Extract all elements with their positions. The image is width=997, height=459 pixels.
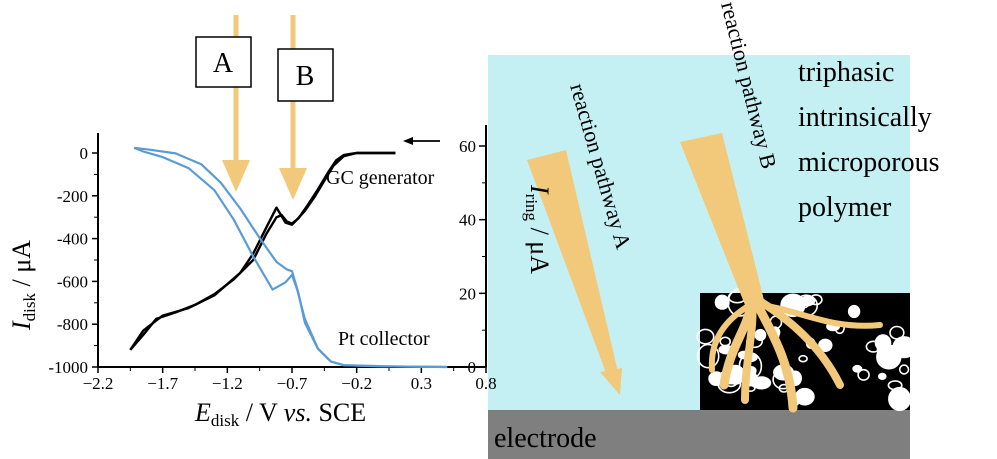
curves [129,146,448,369]
polymer-pore [888,386,912,412]
y-tick-label-left: -1000 [48,358,88,377]
x-axis-label: Edisk / V vs. SCE [194,398,366,430]
y-tick-label-left: -200 [57,187,88,206]
label-b: B [296,61,315,92]
polymer-pore [818,338,833,352]
y-axis-label-right: Iring / μA [522,184,554,274]
pathway-a-arrow [527,150,622,395]
y-tick-label-right: 60 [459,137,476,156]
polymer-label-line-3: microporous [798,147,940,178]
polymer-pore [847,304,861,319]
polymer-pore [800,295,816,307]
polymer-pore [696,328,715,345]
scan-direction-arrow [403,137,440,145]
polymer-pore [887,380,903,391]
y-tick-label-left: -400 [57,230,88,249]
x-tick-label: 0.3 [411,374,432,393]
x-tick-label: 0.8 [475,374,496,393]
series-label-gc-generator: GC generator [326,167,435,189]
y-tick-label-right: 40 [459,211,476,230]
voltammogram-chart: A B −2.2 −1.7 −1.2 −0.7 −0.2 0.3 0.80-200-400-… [7,15,554,430]
polymer-pore [696,343,720,369]
polymer-pore [715,299,727,309]
y-tick-label-right: 0 [468,358,477,377]
polymer-pore [877,372,887,381]
x-tick-label: −1.2 [212,374,243,393]
x-tick-label: −2.2 [83,374,114,393]
series-0-reverse-line [129,151,396,351]
pathway-b-arrow [680,133,883,413]
polymer-label-line-4: polymer [798,192,892,223]
polymer-label: triphasic intrinsically microporous poly… [798,57,940,223]
y-tick-label-left: 0 [80,144,89,163]
y-tick-label-left: -600 [57,272,88,291]
polymer-pore [857,368,870,381]
x-tick-label: −0.7 [277,374,308,393]
series-label-pt-collector: Pt collector [338,328,430,350]
schematic: electrode reaction pathway A reaction pa… [488,0,940,459]
label-a: A [213,48,234,79]
polymer-label-line-2: intrinsically [798,102,932,133]
series-1-reverse-line [133,146,448,369]
axes: −2.2 −1.7 −1.2 −0.7 −0.2 0.3 0.80-200-400-600-… [48,125,497,393]
x-tick-label: −0.2 [341,374,372,393]
polymer-label-line-1: triphasic [798,57,894,88]
label-box-b: B [277,48,334,102]
polymer-pore [798,354,808,363]
polymer-pore [754,328,767,342]
y-tick-label-left: -800 [57,315,88,334]
x-tick-label: −1.7 [147,374,178,393]
polymer-pore [879,356,890,363]
label-box-a: A [195,36,252,88]
polymer-pore [898,364,910,375]
polymer-pore [794,387,815,406]
polymer-pore [852,364,863,373]
electrode-label: electrode [494,423,597,454]
polymer-pore [876,344,902,370]
electrode-bar [488,410,910,459]
y-tick-label-right: 20 [459,284,476,303]
y-axis-label-left: Idisk / μA [7,240,39,331]
polymer-pore [719,336,732,347]
